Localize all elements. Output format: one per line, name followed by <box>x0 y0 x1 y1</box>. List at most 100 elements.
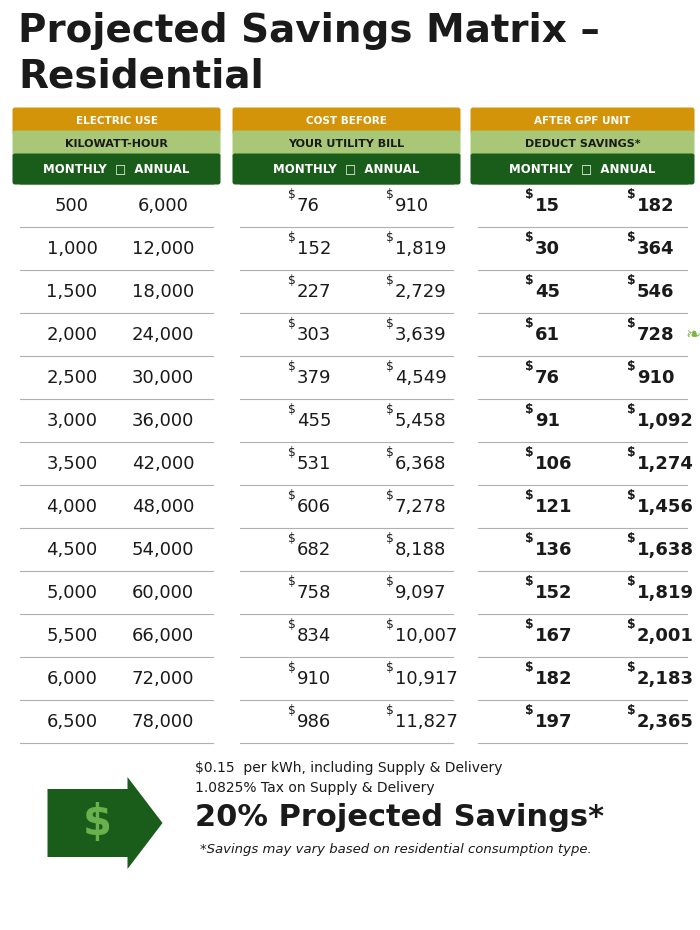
Text: 182: 182 <box>637 196 675 215</box>
Text: $: $ <box>627 403 636 416</box>
Text: 182: 182 <box>535 670 573 687</box>
Text: 1,819: 1,819 <box>395 240 447 258</box>
Text: 2,001: 2,001 <box>637 627 694 644</box>
Text: 76: 76 <box>535 368 560 387</box>
Text: 167: 167 <box>535 627 573 644</box>
Text: $: $ <box>288 488 296 501</box>
FancyBboxPatch shape <box>13 130 220 157</box>
Text: $: $ <box>288 360 296 373</box>
Text: 986: 986 <box>297 712 331 730</box>
Text: 78,000: 78,000 <box>132 712 194 730</box>
Text: $: $ <box>288 273 296 286</box>
Text: 106: 106 <box>535 455 573 472</box>
Text: $: $ <box>627 231 636 244</box>
Text: 4,000: 4,000 <box>46 498 97 515</box>
Text: 834: 834 <box>297 627 331 644</box>
Text: 2,000: 2,000 <box>46 326 97 343</box>
Text: MONTHLY  □  ANNUAL: MONTHLY □ ANNUAL <box>273 163 420 176</box>
Text: 2,183: 2,183 <box>637 670 694 687</box>
Text: 91: 91 <box>535 411 560 430</box>
Text: 30,000: 30,000 <box>132 368 194 387</box>
Text: COST BEFORE: COST BEFORE <box>306 116 387 126</box>
Text: 3,500: 3,500 <box>46 455 97 472</box>
FancyBboxPatch shape <box>470 108 694 135</box>
Text: $: $ <box>83 802 111 844</box>
FancyBboxPatch shape <box>232 108 461 135</box>
Text: 682: 682 <box>297 540 331 559</box>
FancyBboxPatch shape <box>13 153 220 184</box>
Text: $: $ <box>526 273 534 286</box>
Text: $: $ <box>288 660 296 673</box>
Text: AFTER GPF UNIT: AFTER GPF UNIT <box>534 116 631 126</box>
Text: *Savings may vary based on residential consumption type.: *Savings may vary based on residential c… <box>200 843 592 856</box>
Text: $: $ <box>627 618 636 631</box>
Text: 2,729: 2,729 <box>395 283 447 300</box>
Text: 1,456: 1,456 <box>637 498 694 515</box>
Text: 7,278: 7,278 <box>395 498 447 515</box>
Text: $: $ <box>627 316 636 329</box>
Text: 500: 500 <box>55 196 89 215</box>
Text: $: $ <box>627 488 636 501</box>
Text: 531: 531 <box>297 455 331 472</box>
Text: 1,500: 1,500 <box>46 283 97 300</box>
Text: 2,365: 2,365 <box>637 712 694 730</box>
FancyBboxPatch shape <box>232 153 461 184</box>
Text: $: $ <box>627 660 636 673</box>
Text: 11,827: 11,827 <box>395 712 458 730</box>
Text: 1.0825% Tax on Supply & Delivery: 1.0825% Tax on Supply & Delivery <box>195 781 435 795</box>
Text: 24,000: 24,000 <box>132 326 195 343</box>
Text: MONTHLY  □  ANNUAL: MONTHLY □ ANNUAL <box>510 163 656 176</box>
Text: $: $ <box>526 360 534 373</box>
Text: $: $ <box>386 575 394 588</box>
Text: $: $ <box>288 703 296 716</box>
Text: $: $ <box>526 231 534 244</box>
Text: 6,000: 6,000 <box>47 670 97 687</box>
Text: $: $ <box>288 575 296 588</box>
Text: $: $ <box>526 660 534 673</box>
Text: $: $ <box>386 703 394 716</box>
Text: $: $ <box>526 188 534 201</box>
Text: 121: 121 <box>535 498 573 515</box>
Text: $: $ <box>386 660 394 673</box>
Text: 4,500: 4,500 <box>46 540 97 559</box>
Text: $: $ <box>526 488 534 501</box>
Text: DEDUCT SAVINGS*: DEDUCT SAVINGS* <box>525 139 640 149</box>
Polygon shape <box>48 777 162 869</box>
Text: 1,000: 1,000 <box>47 240 97 258</box>
Text: 910: 910 <box>297 670 331 687</box>
Text: 364: 364 <box>637 240 675 258</box>
Text: $: $ <box>526 403 534 416</box>
Text: 303: 303 <box>297 326 331 343</box>
Text: $: $ <box>386 316 394 329</box>
Text: 15: 15 <box>535 196 560 215</box>
Text: 42,000: 42,000 <box>132 455 195 472</box>
Text: $: $ <box>627 188 636 201</box>
Text: 6,500: 6,500 <box>46 712 97 730</box>
Text: $: $ <box>386 403 394 416</box>
Text: 76: 76 <box>297 196 320 215</box>
Text: 455: 455 <box>297 411 332 430</box>
Text: 136: 136 <box>535 540 573 559</box>
Text: ❧: ❧ <box>685 326 700 343</box>
Text: $: $ <box>288 445 296 458</box>
Text: 5,458: 5,458 <box>395 411 447 430</box>
Text: 227: 227 <box>297 283 332 300</box>
Text: YOUR UTILITY BILL: YOUR UTILITY BILL <box>288 139 405 149</box>
Text: 758: 758 <box>297 583 331 602</box>
Text: $: $ <box>386 231 394 244</box>
Text: 606: 606 <box>297 498 331 515</box>
FancyBboxPatch shape <box>13 108 220 135</box>
FancyBboxPatch shape <box>470 153 694 184</box>
Text: $: $ <box>627 703 636 716</box>
Text: 6,000: 6,000 <box>138 196 188 215</box>
Text: $: $ <box>386 532 394 544</box>
Text: $: $ <box>627 360 636 373</box>
Text: 61: 61 <box>535 326 560 343</box>
Text: ELECTRIC USE: ELECTRIC USE <box>76 116 158 126</box>
Text: $: $ <box>288 188 296 201</box>
Text: 20% Projected Savings*: 20% Projected Savings* <box>195 803 604 832</box>
Text: $: $ <box>627 445 636 458</box>
Text: 12,000: 12,000 <box>132 240 194 258</box>
Text: $: $ <box>526 575 534 588</box>
Text: 3,639: 3,639 <box>395 326 447 343</box>
